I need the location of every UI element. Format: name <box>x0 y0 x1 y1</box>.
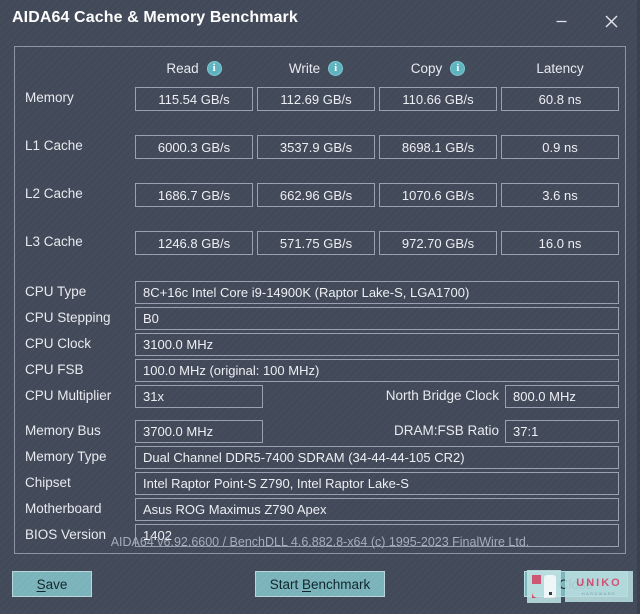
start-benchmark-label: Start Benchmark <box>270 577 371 592</box>
dram-fsb-ratio-value: 37:1 <box>505 420 619 443</box>
close-window-button[interactable] <box>590 0 632 42</box>
motherboard-label: Motherboard <box>25 501 102 516</box>
motherboard-text: Asus ROG Maximus Z790 Apex <box>143 502 327 517</box>
start-benchmark-button[interactable]: Start Benchmark <box>255 571 385 597</box>
cpu-type-text: 8C+16c Intel Core i9-14900K (Raptor Lake… <box>143 285 470 300</box>
bench-l1-copy: 8698.1 GB/s <box>379 135 497 159</box>
copyright-text: AIDA64 v6.92.6600 / BenchDLL 4.6.882.8-x… <box>110 535 530 549</box>
bench-memory-latency: 60.8 ns <box>501 87 619 111</box>
bench-row-label-l1: L1 Cache <box>25 138 83 153</box>
column-header-latency: Latency <box>501 57 619 79</box>
bench-row-label-l2: L2 Cache <box>25 186 83 201</box>
start-rest: enchmark <box>311 576 371 592</box>
bench-row-label-l3: L3 Cache <box>25 234 83 249</box>
cpu-multiplier-label: CPU Multiplier <box>25 388 112 403</box>
close-button-label: Close <box>558 576 594 592</box>
memory-type-text: Dual Channel DDR5-7400 SDRAM (34-44-44-1… <box>143 450 465 465</box>
bench-l2-write: 662.96 GB/s <box>257 183 375 207</box>
cpu-type-value: 8C+16c Intel Core i9-14900K (Raptor Lake… <box>135 281 619 304</box>
bench-l2-read: 1686.7 GB/s <box>135 183 253 207</box>
close-icon <box>605 15 617 27</box>
north-bridge-clock-label: North Bridge Clock <box>385 388 499 403</box>
cpu-stepping-label: CPU Stepping <box>25 310 111 325</box>
info-icon-read[interactable]: i <box>206 60 222 76</box>
cpu-stepping-text: B0 <box>143 311 159 326</box>
memory-type-label: Memory Type <box>25 449 107 464</box>
bench-l2-latency: 3.6 ns <box>501 183 619 207</box>
memory-bus-value: 3700.0 MHz <box>135 420 263 443</box>
memory-type-value: Dual Channel DDR5-7400 SDRAM (34-44-44-1… <box>135 446 619 469</box>
column-header-read-label: Read <box>166 60 199 76</box>
save-rest: ave <box>45 576 68 592</box>
bios-version-value: 1402 <box>135 524 619 547</box>
save-button[interactable]: Save <box>12 571 92 597</box>
bench-l3-read: 1246.8 GB/s <box>135 231 253 255</box>
column-header-copy: Copy i <box>379 57 497 79</box>
cpu-fsb-text: 100.0 MHz (original: 100 MHz) <box>143 363 320 378</box>
north-bridge-clock-value: 800.0 MHz <box>505 385 619 408</box>
start-accel: B <box>301 576 311 592</box>
bench-l3-write: 571.75 GB/s <box>257 231 375 255</box>
bench-memory-read: 115.54 GB/s <box>135 87 253 111</box>
info-icon-write[interactable]: i <box>328 60 344 76</box>
dram-fsb-ratio-text: 37:1 <box>513 424 539 439</box>
minimize-icon <box>556 20 566 22</box>
start-pre: Start <box>269 576 302 592</box>
column-header-latency-label: Latency <box>536 60 584 76</box>
minimize-button[interactable] <box>540 0 582 42</box>
info-icon-copy[interactable]: i <box>450 60 466 76</box>
bench-l1-latency: 0.9 ns <box>501 135 619 159</box>
chipset-value: Intel Raptor Point-S Z790, Intel Raptor … <box>135 472 619 495</box>
cpu-multiplier-value: 31x <box>135 385 263 408</box>
cpu-fsb-value: 100.0 MHz (original: 100 MHz) <box>135 359 619 382</box>
bench-l1-write: 3537.9 GB/s <box>257 135 375 159</box>
bench-l3-copy: 972.70 GB/s <box>379 231 497 255</box>
bench-row-label-memory: Memory <box>25 90 74 105</box>
memory-bus-label: Memory Bus <box>25 423 101 438</box>
column-header-write: Write i <box>257 57 375 79</box>
save-accel: S <box>36 576 46 592</box>
cpu-multiplier-text: 31x <box>143 389 164 404</box>
cpu-type-label: CPU Type <box>25 284 87 299</box>
memory-bus-text: 3700.0 MHz <box>143 424 214 439</box>
close-button[interactable]: Close <box>524 571 628 597</box>
bench-l3-latency: 16.0 ns <box>501 231 619 255</box>
chipset-label: Chipset <box>25 475 71 490</box>
bios-version-label: BIOS Version <box>25 527 107 542</box>
column-header-write-label: Write <box>288 60 321 76</box>
column-header-copy-label: Copy <box>410 60 443 76</box>
cpu-clock-value: 3100.0 MHz <box>135 333 619 356</box>
title-bar: AIDA64 Cache & Memory Benchmark <box>0 0 640 42</box>
north-bridge-clock-text: 800.0 MHz <box>513 389 576 404</box>
cpu-clock-label: CPU Clock <box>25 336 92 351</box>
bench-memory-copy: 110.66 GB/s <box>379 87 497 111</box>
chipset-text: Intel Raptor Point-S Z790, Intel Raptor … <box>143 476 409 491</box>
content-panel: Read i Write i Copy i Latency Memory 115… <box>14 46 626 554</box>
cpu-clock-text: 3100.0 MHz <box>143 337 214 352</box>
cpu-stepping-value: B0 <box>135 307 619 330</box>
cpu-fsb-label: CPU FSB <box>25 362 84 377</box>
motherboard-value: Asus ROG Maximus Z790 Apex <box>135 498 619 521</box>
column-header-read: Read i <box>135 57 253 79</box>
save-button-label: Save <box>37 577 68 592</box>
bench-l1-read: 6000.3 GB/s <box>135 135 253 159</box>
bench-l2-copy: 1070.6 GB/s <box>379 183 497 207</box>
dram-fsb-ratio-label: DRAM:FSB Ratio <box>393 423 499 438</box>
bench-memory-write: 112.69 GB/s <box>257 87 375 111</box>
bios-version-text: 1402 <box>143 528 172 543</box>
window-title: AIDA64 Cache & Memory Benchmark <box>12 9 298 26</box>
screen-edge-sliver <box>637 0 640 614</box>
